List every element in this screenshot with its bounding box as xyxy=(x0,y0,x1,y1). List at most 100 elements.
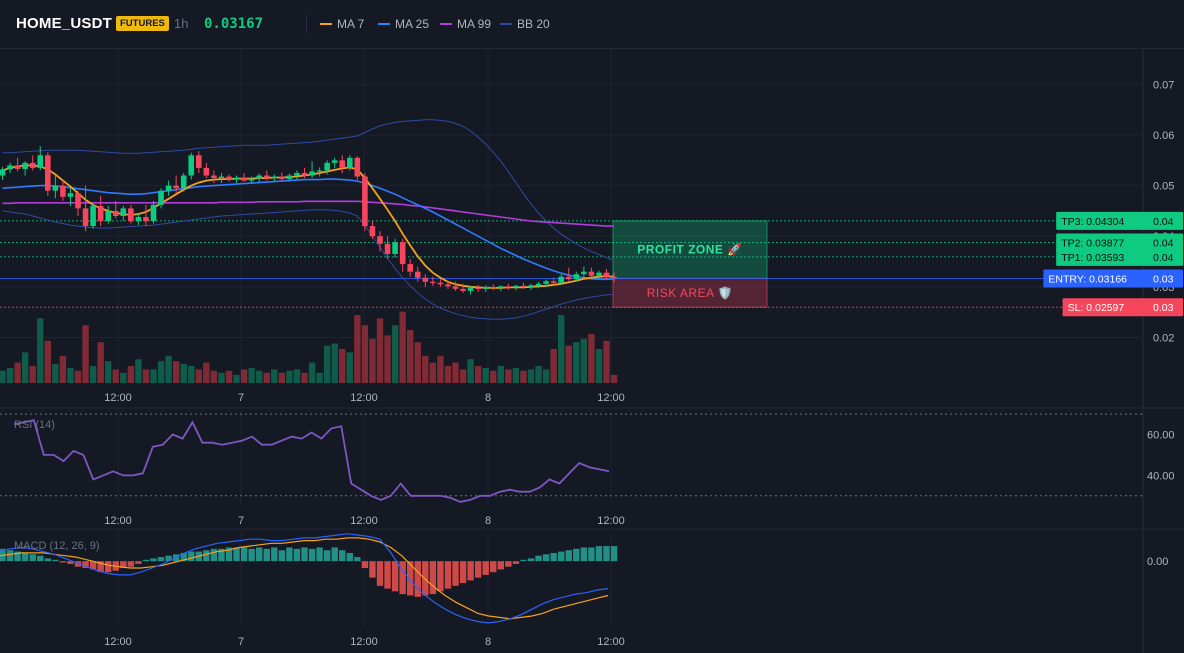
macd-histogram-bar xyxy=(339,550,346,562)
macd-histogram-bar xyxy=(369,561,376,578)
macd-histogram-bar xyxy=(203,550,210,562)
macd-histogram-bar xyxy=(278,550,286,562)
time-axis-tick-price: 12:00 xyxy=(104,392,132,404)
legend-ma25[interactable]: MA 25 xyxy=(378,0,429,48)
volume-bar xyxy=(444,366,452,383)
volume-bar xyxy=(52,363,59,383)
macd-histogram-bar xyxy=(407,561,414,596)
macd-histogram-bar xyxy=(444,561,452,589)
volume-bar xyxy=(542,369,550,383)
volume-bar xyxy=(376,318,384,383)
macd-histogram-bar xyxy=(550,552,557,562)
volume-bar xyxy=(308,362,316,383)
volume-bar xyxy=(580,338,588,383)
macd-histogram-bar xyxy=(89,561,97,570)
candle-body xyxy=(573,274,580,280)
candle-body xyxy=(29,162,36,168)
candle-body xyxy=(490,286,497,289)
volume-bar xyxy=(429,362,437,383)
symbol-name[interactable]: HOME_USDT xyxy=(16,15,112,32)
macd-histogram-bar xyxy=(595,546,603,562)
volume-bar xyxy=(293,369,301,383)
candle-body xyxy=(505,286,512,288)
risk-zone-label: RISK AREA 🛡️ xyxy=(647,286,733,300)
rsi-line xyxy=(13,419,610,503)
candle-body xyxy=(460,288,466,291)
volume-bar xyxy=(157,361,165,383)
macd-histogram-bar xyxy=(467,561,474,581)
volume-bar xyxy=(558,315,565,383)
macd-histogram-bar xyxy=(248,548,255,562)
futures-badge: FUTURES xyxy=(116,16,169,31)
volume-bar xyxy=(82,325,89,383)
volume-bar xyxy=(97,342,104,383)
level-tag-text: SL: 0.02597 xyxy=(1068,302,1125,314)
candle-body xyxy=(271,176,278,179)
macd-histogram-bar xyxy=(218,548,225,562)
price-axis-tick: 0.02 xyxy=(1153,332,1174,344)
volume-bar xyxy=(422,355,429,383)
legend-ma7[interactable]: MA 7 xyxy=(320,0,364,48)
level-tag-text: ENTRY: 0.03166 xyxy=(1048,273,1127,285)
candle-body xyxy=(324,162,330,171)
bb20-swatch-icon xyxy=(500,22,512,25)
macd-histogram-bar xyxy=(610,546,618,562)
candle-body xyxy=(180,175,187,189)
candle-body xyxy=(233,177,240,180)
rsi-axis-tick: 60.00 xyxy=(1147,430,1175,442)
time-axis-tick-price: 12:00 xyxy=(350,392,378,404)
candle-body xyxy=(60,185,66,197)
price-axis-tick: 0.07 xyxy=(1153,79,1174,91)
macd-histogram-bar xyxy=(323,550,331,562)
volume-bar xyxy=(29,366,36,383)
macd-histogram-bar xyxy=(44,558,51,562)
bb-upper-line xyxy=(2,119,615,261)
candle-body xyxy=(45,155,51,191)
candle-body xyxy=(279,176,285,180)
volume-bar xyxy=(127,366,135,383)
candle-body xyxy=(596,272,602,276)
header-divider xyxy=(306,14,307,34)
candle-body xyxy=(475,287,481,290)
bb-lower-line xyxy=(2,209,615,320)
volume-bar xyxy=(150,369,157,383)
level-tag-2: TP1: 0.03593 0.04 xyxy=(1056,247,1183,266)
candle-body xyxy=(211,175,217,179)
macd-histogram-bar xyxy=(558,551,565,562)
volume-bar xyxy=(0,370,6,383)
level-tag-1: TP2: 0.03877 0.04 xyxy=(1056,233,1183,252)
volume-bar xyxy=(437,355,444,383)
candle-body xyxy=(173,185,179,189)
volume-bar xyxy=(550,349,557,383)
volume-bar xyxy=(316,372,323,383)
volume-bar xyxy=(225,370,233,383)
legend-ma99[interactable]: MA 99 xyxy=(440,0,491,48)
candle-body xyxy=(331,160,338,163)
candle-body xyxy=(7,165,13,170)
macd-histogram-bar xyxy=(474,561,482,578)
macd-axis-tick: 0.00 xyxy=(1147,556,1168,568)
volume-bar xyxy=(527,369,535,383)
macd-histogram-bar xyxy=(21,552,29,562)
legend-bb20[interactable]: BB 20 xyxy=(500,0,550,48)
volume-bar xyxy=(59,355,67,383)
volume-bar xyxy=(120,372,127,383)
candle-body xyxy=(339,160,346,168)
volume-bar xyxy=(323,345,331,383)
volume-bar xyxy=(414,342,421,383)
level-tag-3: ENTRY: 0.03166 0.03 xyxy=(1043,269,1183,288)
candle-body xyxy=(112,210,119,216)
ma25-swatch-icon xyxy=(378,22,390,25)
timeframe-label[interactable]: 1h xyxy=(174,16,189,31)
candle-body xyxy=(150,204,157,222)
candle-body xyxy=(543,281,549,284)
volume-bar xyxy=(89,366,97,383)
level-tag-text: TP2: 0.03877 xyxy=(1061,237,1124,249)
macd-histogram-bar xyxy=(29,554,36,562)
macd-histogram-bar xyxy=(150,558,157,562)
volume-bar xyxy=(188,366,195,383)
volume-bar xyxy=(339,349,346,383)
volume-bar xyxy=(14,362,21,383)
time-axis-tick-macd: 8 xyxy=(485,636,491,648)
